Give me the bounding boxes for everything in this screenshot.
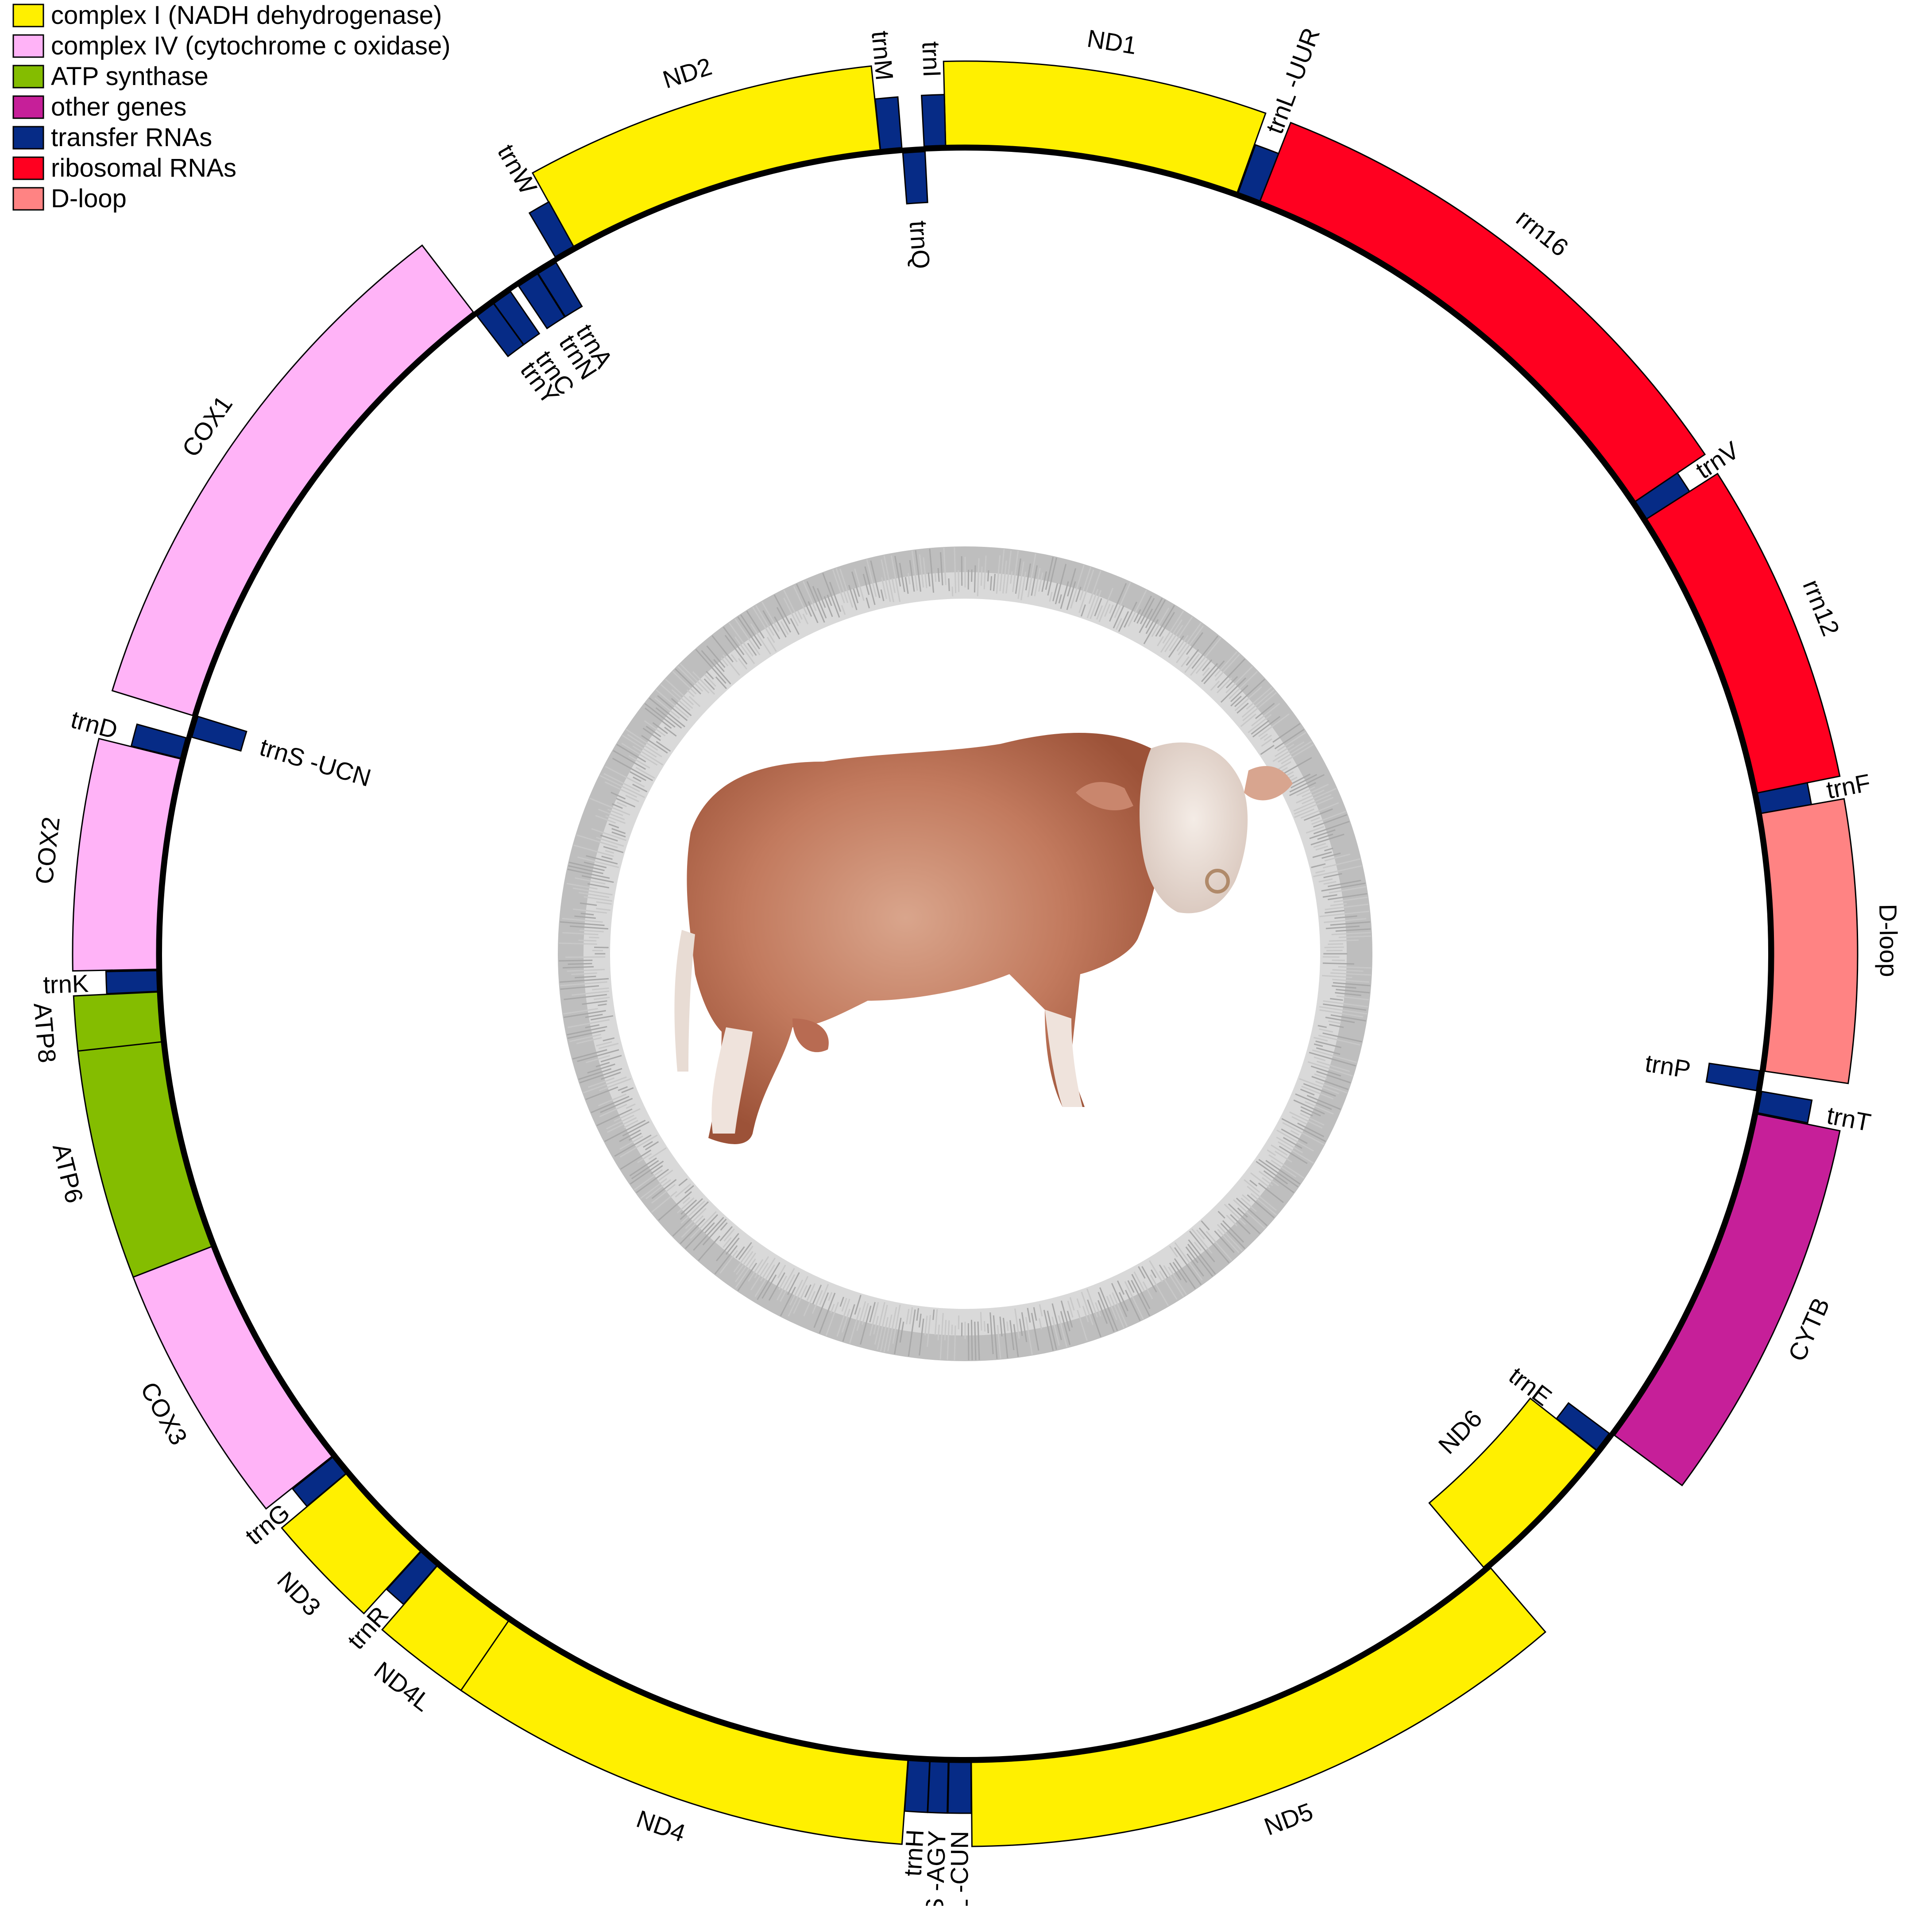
gene-label: CYTB — [1783, 1293, 1835, 1365]
gene-label: trnW — [492, 139, 542, 199]
gc-tick — [954, 1326, 955, 1360]
gc-tick — [559, 960, 592, 961]
gene-label: ATP8 — [28, 1002, 61, 1064]
legend-label: D-loop — [51, 184, 127, 213]
gene-nd2 — [533, 66, 880, 247]
gene-label: ND3 — [272, 1566, 326, 1621]
gene-nd5 — [971, 1568, 1546, 1846]
legend: complex I (NADH dehydrogenase) complex I… — [13, 1, 451, 213]
gene-rrn16 — [1260, 123, 1705, 502]
gene-label: COX3 — [135, 1377, 193, 1450]
gc-tick — [958, 1316, 959, 1329]
gene-label: ND2 — [659, 52, 715, 94]
gene-label: trnE — [1504, 1362, 1557, 1411]
gc-tick — [974, 565, 975, 592]
gc-tick — [1323, 963, 1354, 964]
gene-label: D-loop — [1874, 904, 1903, 977]
gene-label: trnL -UUR — [1260, 24, 1325, 137]
gene-label: trnP — [1643, 1049, 1692, 1084]
gc-tick — [971, 1320, 972, 1360]
gc-tick — [988, 570, 989, 581]
gene-label: rrn16 — [1511, 204, 1573, 262]
legend-item-other: other genes — [13, 93, 186, 121]
gene-d-loop — [1761, 799, 1858, 1084]
gene-label: rrn12 — [1797, 576, 1845, 640]
legend-swatch — [13, 66, 43, 88]
legend-swatch — [13, 4, 43, 27]
legend-item-complex4: complex IV (cytochrome c oxidase) — [13, 31, 451, 60]
gene-label: trnD — [68, 705, 120, 744]
gene-cytb — [1615, 1114, 1840, 1486]
legend-swatch — [13, 96, 43, 118]
gc-tick — [935, 573, 936, 582]
gene-label: ND4 — [633, 1804, 689, 1847]
legend-item-trna: transfer RNAs — [13, 123, 212, 152]
gene-label: trnS -UCN — [257, 733, 375, 792]
gene-label: trnR — [342, 1601, 394, 1655]
legend-swatch — [13, 188, 43, 210]
gene-label: trnI — [917, 41, 946, 77]
gene-nd1 — [943, 61, 1266, 193]
gene-trnq — [903, 151, 927, 204]
legend-label: complex IV (cytochrome c oxidase) — [51, 31, 451, 60]
legend-label: ribosomal RNAs — [51, 154, 236, 182]
gene-atp6 — [78, 1042, 212, 1277]
legend-label: transfer RNAs — [51, 123, 212, 152]
gc-tick — [1325, 947, 1344, 948]
legend-label: ATP synthase — [51, 62, 209, 91]
gc-tick — [589, 937, 599, 938]
gene-label: ATP6 — [47, 1141, 89, 1206]
gene-trns-agy — [928, 1761, 948, 1813]
gene-label: trnM — [866, 30, 899, 81]
legend-swatch — [13, 127, 43, 149]
legend-label: complex I (NADH dehydrogenase) — [51, 1, 442, 30]
gc-tick — [968, 1323, 969, 1360]
gene-trns-ucn — [192, 716, 247, 751]
gene-trnl-cun — [948, 1762, 971, 1813]
gc-tick — [933, 1309, 934, 1320]
legend-label: other genes — [51, 93, 186, 121]
gene-label: trnQ — [904, 220, 935, 270]
gene-cox1 — [112, 245, 473, 716]
gene-trnk — [106, 971, 158, 994]
legend-swatch — [13, 35, 43, 57]
gene-label: COX2 — [30, 815, 65, 886]
gene-label: trnG — [240, 1498, 295, 1550]
gc-tick — [984, 1321, 985, 1331]
gene-trni — [922, 95, 946, 147]
gene-trnh — [904, 1760, 929, 1812]
gene-label: ND6 — [1433, 1404, 1487, 1459]
gene-trnp — [1706, 1063, 1759, 1091]
gc-tick — [594, 947, 609, 948]
gene-label: ND1 — [1085, 24, 1139, 60]
gene-label: trnK — [43, 969, 89, 999]
gene-label: trnL -CUN — [945, 1831, 974, 1906]
gc-tick — [958, 570, 959, 592]
gene-label: ND5 — [1260, 1797, 1317, 1841]
legend-item-complex1: complex I (NADH dehydrogenase) — [13, 1, 442, 30]
gc-tick — [952, 587, 953, 596]
legend-item-atp: ATP synthase — [13, 62, 209, 91]
gene-nd4 — [461, 1621, 908, 1844]
gc-tick — [981, 566, 982, 585]
legend-item-dloop: D-loop — [13, 184, 127, 213]
legend-swatch — [13, 157, 43, 179]
legend-item-rrna: ribosomal RNAs — [13, 154, 236, 182]
